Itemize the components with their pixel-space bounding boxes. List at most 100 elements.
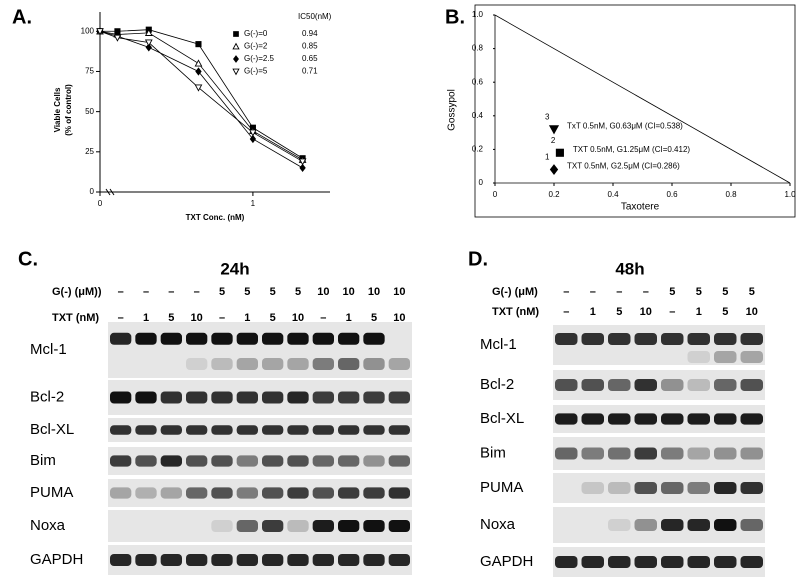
band	[363, 520, 385, 532]
protein-label: Bcl-2	[480, 376, 514, 393]
band	[236, 425, 258, 435]
isobole	[494, 14, 791, 184]
txt-dose: 10	[746, 306, 758, 318]
protein-label: Bcl-XL	[480, 410, 524, 427]
gossypol-dose: 10	[343, 286, 355, 298]
blot-strip	[108, 510, 412, 542]
band	[110, 455, 132, 467]
band	[687, 413, 710, 425]
band	[211, 358, 233, 370]
legend-marker	[233, 55, 239, 63]
gossypol-dose: 5	[219, 286, 225, 298]
x-axis-label: TXT Conc. (nM)	[186, 213, 245, 222]
band	[287, 554, 309, 566]
band	[287, 391, 309, 404]
band	[186, 332, 208, 345]
band	[661, 447, 684, 460]
panel-label: B.	[445, 6, 465, 28]
protein-label: Bim	[30, 452, 56, 469]
band	[186, 487, 208, 499]
protein-label: Bcl-XL	[30, 421, 74, 438]
blot-strip	[108, 545, 412, 575]
band	[740, 556, 763, 568]
protein-label: Bcl-2	[30, 388, 64, 405]
band	[287, 520, 309, 532]
band	[186, 358, 208, 370]
band	[714, 413, 737, 425]
panel-b-frame	[474, 4, 796, 218]
gossypol-dose: 10	[393, 286, 405, 298]
band	[363, 391, 385, 404]
y-axis-label: (% of control)	[64, 84, 73, 136]
blot-strip	[108, 447, 412, 475]
gossypol-dose: –	[194, 286, 200, 298]
blot-title: 24h	[220, 259, 249, 278]
band	[160, 425, 182, 435]
band	[388, 520, 410, 532]
marker	[96, 28, 104, 36]
band	[555, 447, 578, 460]
band	[363, 358, 385, 370]
legend-marker	[232, 68, 240, 76]
series-line	[99, 30, 303, 169]
legend-label: G(-)=2.5	[244, 54, 275, 63]
band	[634, 413, 657, 425]
x-tick-label: 0	[493, 190, 498, 199]
y-axis-label: Gossypol	[447, 89, 458, 131]
band	[135, 332, 157, 345]
legend-label: G(-)=0	[244, 29, 268, 38]
band	[687, 447, 710, 460]
legend-ic50: 0.85	[302, 42, 318, 51]
band	[236, 520, 258, 532]
band	[740, 351, 763, 363]
band	[687, 556, 710, 568]
txt-dose: –	[320, 312, 326, 324]
band	[262, 520, 284, 532]
legend-ic50: 0.65	[302, 54, 318, 63]
txt-dose: 10	[191, 312, 203, 324]
band	[363, 487, 385, 499]
series-line	[99, 30, 303, 161]
txt-dose: 5	[371, 312, 377, 324]
band	[608, 482, 631, 494]
marker	[113, 34, 122, 42]
txt-dose: –	[563, 306, 569, 318]
band	[110, 332, 132, 345]
axis-break	[105, 188, 111, 196]
band	[661, 556, 684, 568]
protein-label: GAPDH	[480, 553, 533, 570]
x-tick-label: 1	[251, 199, 256, 208]
gossypol-dose: 5	[669, 286, 675, 298]
band	[555, 379, 578, 391]
y-tick-label: 1.0	[472, 10, 484, 19]
gossypol-dose: 5	[749, 286, 755, 298]
gossypol-dose: –	[643, 286, 649, 298]
y-tick-label: 0.8	[472, 44, 484, 53]
band	[186, 391, 208, 404]
txt-dose: 10	[640, 306, 652, 318]
band	[634, 379, 657, 391]
band	[135, 425, 157, 435]
txt-dose: 5	[616, 306, 622, 318]
band	[608, 519, 631, 531]
marker	[194, 59, 203, 67]
series-line	[100, 29, 303, 159]
x-tick-label: 0.6	[666, 190, 678, 199]
band	[236, 554, 258, 566]
band	[581, 413, 604, 425]
band	[714, 556, 737, 568]
band	[211, 487, 233, 499]
band	[661, 482, 684, 494]
band	[312, 425, 334, 435]
marker	[249, 134, 257, 144]
gossypol-dose: 10	[368, 286, 380, 298]
legend-marker	[232, 42, 240, 50]
txt-dose: 5	[270, 312, 276, 324]
legend-ic50: 0.94	[302, 29, 318, 38]
txt-dose: –	[219, 312, 225, 324]
band	[287, 455, 309, 467]
txt-dose: 10	[292, 312, 304, 324]
band	[312, 332, 334, 345]
band	[186, 554, 208, 566]
